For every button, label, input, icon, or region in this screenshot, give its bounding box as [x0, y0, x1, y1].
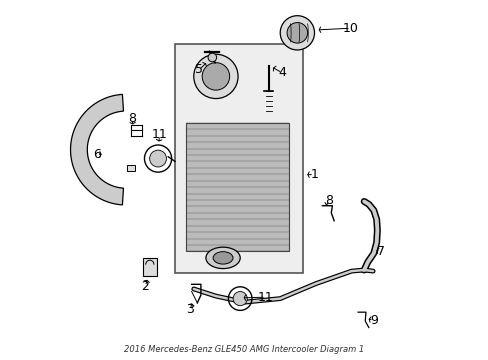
Bar — [127, 165, 135, 171]
Circle shape — [207, 53, 216, 62]
Text: 3: 3 — [186, 303, 194, 316]
Circle shape — [202, 63, 229, 90]
Text: 4: 4 — [278, 66, 285, 79]
Circle shape — [286, 23, 307, 43]
Text: 7: 7 — [376, 245, 384, 258]
Bar — [175, 44, 303, 273]
Text: 11: 11 — [151, 129, 167, 141]
Text: 10: 10 — [342, 22, 358, 35]
Text: 8: 8 — [325, 194, 333, 207]
Bar — [185, 123, 288, 251]
Text: 1: 1 — [309, 168, 318, 181]
Circle shape — [280, 16, 314, 50]
Polygon shape — [70, 94, 123, 205]
Text: 6: 6 — [93, 148, 101, 161]
Text: 2: 2 — [141, 280, 149, 293]
Text: 2016 Mercedes-Benz GLE450 AMG Intercooler Diagram 1: 2016 Mercedes-Benz GLE450 AMG Intercoole… — [124, 345, 364, 354]
Circle shape — [233, 292, 247, 306]
Text: 9: 9 — [369, 314, 377, 327]
Ellipse shape — [205, 247, 240, 269]
Circle shape — [149, 150, 166, 167]
Ellipse shape — [213, 252, 233, 264]
Bar — [142, 258, 157, 276]
Text: 11: 11 — [258, 291, 273, 304]
Circle shape — [193, 54, 238, 99]
Text: 8: 8 — [128, 112, 136, 125]
Text: 5: 5 — [194, 63, 203, 76]
